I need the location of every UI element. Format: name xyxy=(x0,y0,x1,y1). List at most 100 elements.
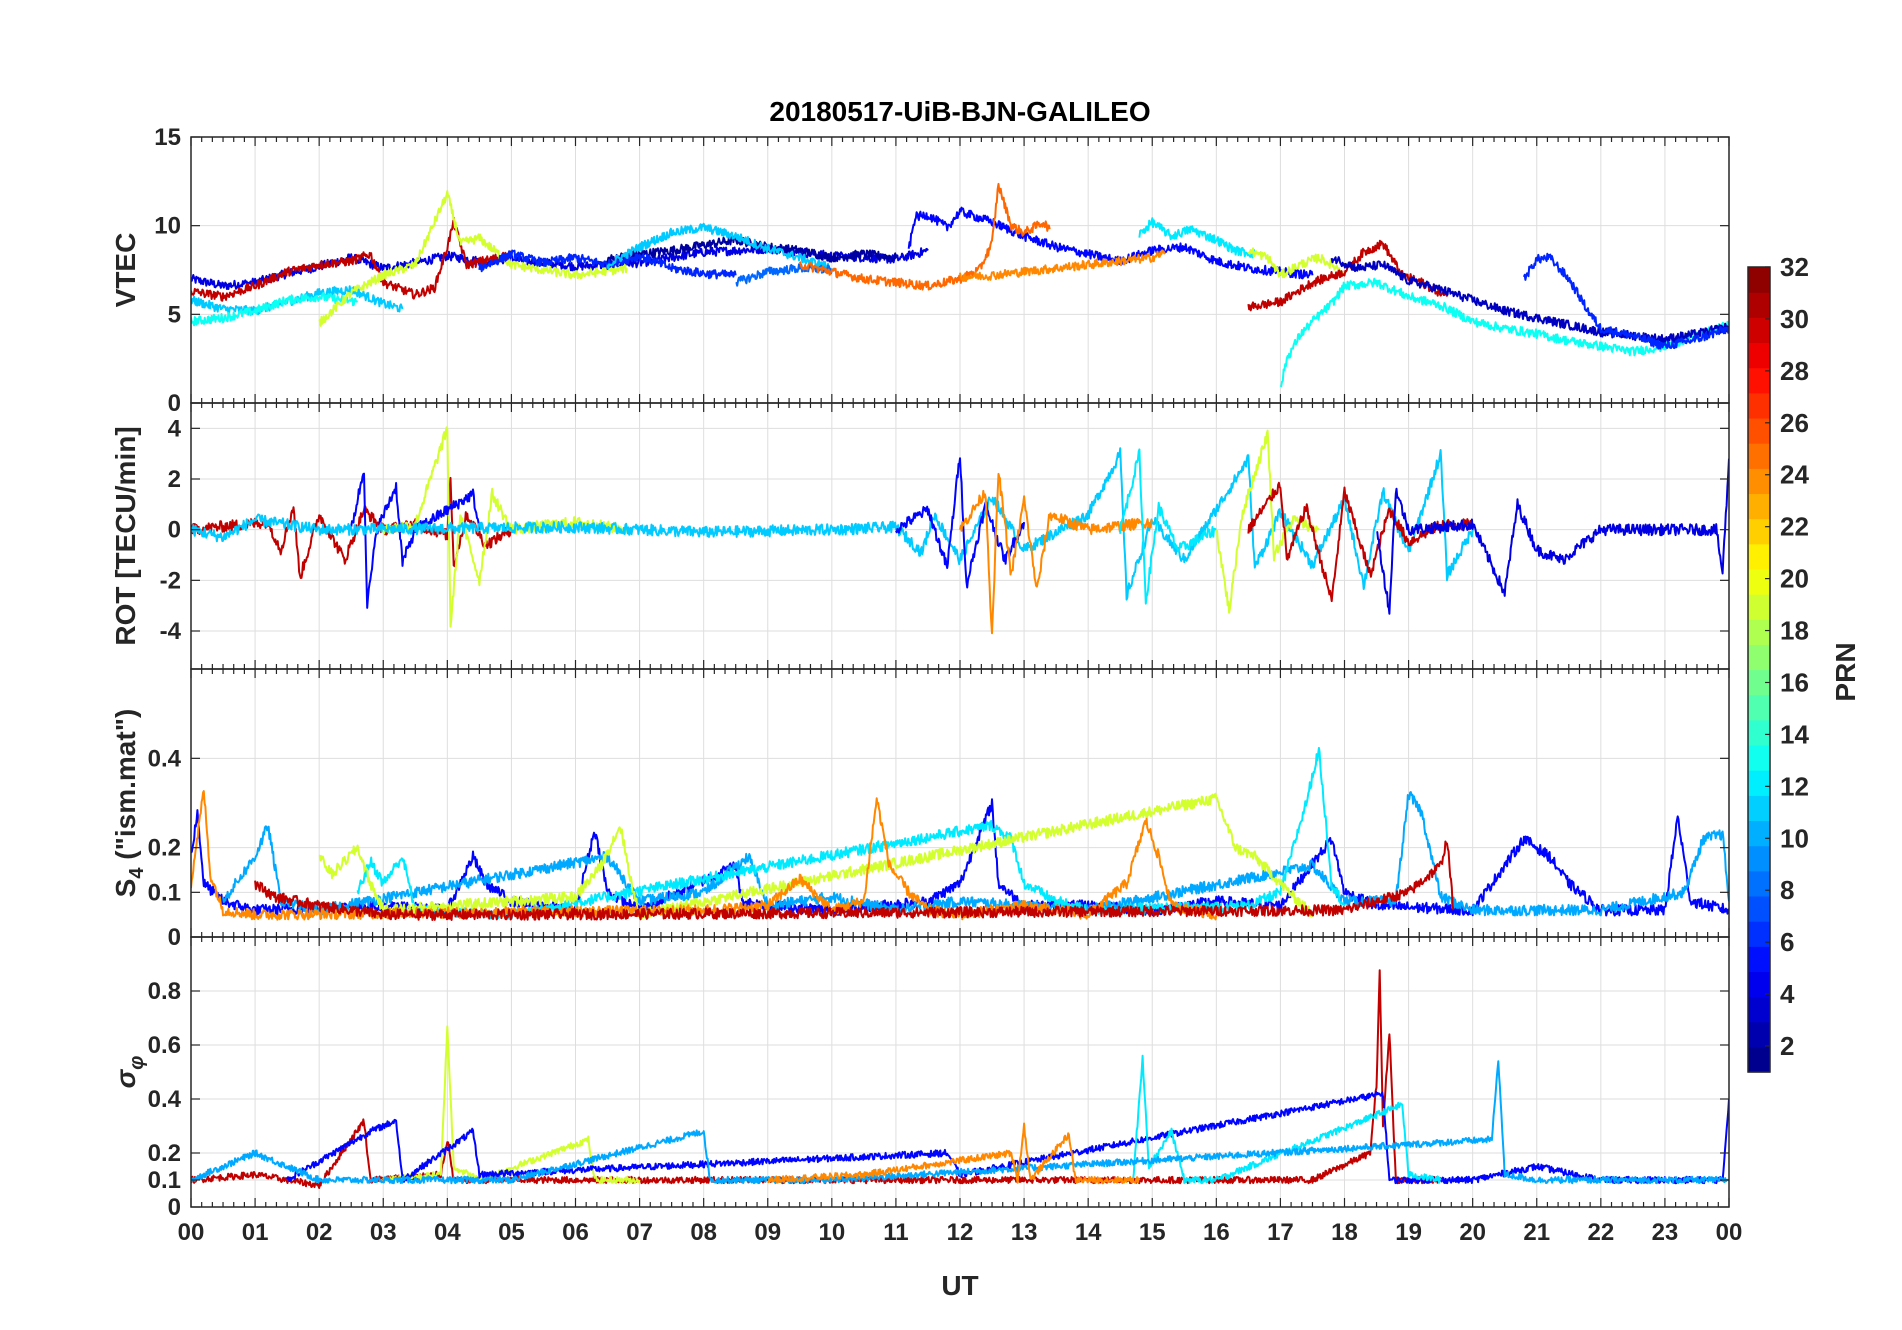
colorbar-segment xyxy=(1748,543,1770,570)
colorbar-label: PRN xyxy=(1830,642,1861,701)
series-vtec-prn-11 xyxy=(191,285,404,316)
y-tick-label: 0.2 xyxy=(148,1140,181,1167)
panel-rot: -4 -2 0 2 4 ROT [TECU/min] xyxy=(110,402,1730,670)
colorbar-segment xyxy=(1748,417,1770,444)
y-tick-labels-s4: 0 0.1 0.2 0.4 xyxy=(148,745,1729,951)
y-tick-label: 0.4 xyxy=(148,1086,182,1113)
colorbar-segment xyxy=(1748,367,1770,394)
colorbar-tick-label: 16 xyxy=(1780,667,1809,697)
colorbar-tick-label: 20 xyxy=(1780,564,1809,594)
colorbar-tick-label: 18 xyxy=(1780,616,1809,646)
x-tick-label: 16 xyxy=(1203,1219,1230,1246)
y-axis-title-rot: ROT [TECU/min] xyxy=(110,426,141,645)
colorbar-segment xyxy=(1748,443,1770,469)
colorbar-tick-label: 32 xyxy=(1780,252,1809,282)
series-s4-prn-30 xyxy=(254,840,1455,921)
colorbar-segment xyxy=(1748,342,1770,369)
x-ticks-vtec xyxy=(190,137,1730,403)
colorbar-tick-label: 22 xyxy=(1780,512,1809,542)
y-tick-label: 5 xyxy=(168,301,181,328)
y-tick-label: 0 xyxy=(168,1194,181,1221)
y-tick-label: 0.1 xyxy=(148,1167,181,1194)
y-tick-label: 0 xyxy=(168,517,181,544)
series-sigma-prn-19 xyxy=(382,1025,641,1185)
traces-sigma xyxy=(191,969,1729,1189)
x-tick-label: 11 xyxy=(883,1219,908,1246)
x-tick-label: 00 xyxy=(1716,1219,1743,1246)
y-tick-label: 10 xyxy=(154,213,181,240)
colorbar-segment xyxy=(1748,921,1770,947)
x-tick-label: 05 xyxy=(498,1219,525,1246)
colorbar-segment xyxy=(1748,895,1770,922)
colorbar-frame xyxy=(1747,266,1771,1073)
x-ticks-sigma xyxy=(190,937,1730,1207)
colorbar-segment xyxy=(1748,568,1770,595)
series-s4-prn-10 xyxy=(222,791,1729,917)
x-tick-label: 14 xyxy=(1075,1219,1102,1246)
colorbar-segment xyxy=(1748,971,1770,998)
x-tick-label: 02 xyxy=(306,1219,333,1246)
colorbar-tick-label: 26 xyxy=(1780,408,1809,438)
colorbar-segment xyxy=(1748,770,1770,796)
colorbar-tick-label: 6 xyxy=(1780,927,1794,957)
x-tick-labels: 00 01 02 03 04 05 06 07 08 09 10 11 12 13 14 15 16 17 18 19… xyxy=(178,1219,1743,1246)
y-tick-label: 0.6 xyxy=(148,1032,181,1059)
series-vtec-prn-13 xyxy=(191,292,359,327)
series-rot-prn-11 xyxy=(191,447,1474,601)
colorbar-segment xyxy=(1748,1046,1770,1073)
colorbar-tick-label: 2 xyxy=(1780,1031,1794,1061)
colorbar-tick-label: 12 xyxy=(1780,771,1809,801)
x-tick-label: 21 xyxy=(1523,1219,1550,1246)
x-tick-label: 18 xyxy=(1331,1219,1358,1246)
series-sigma-prn-10 xyxy=(191,1060,1729,1185)
x-tick-label: 19 xyxy=(1395,1219,1422,1246)
series-rot-prn-5 xyxy=(895,457,1026,589)
series-vtec-prn-25 xyxy=(798,182,1051,291)
series-vtec-prn-12 xyxy=(1138,217,1256,259)
colorbar-segment xyxy=(1748,870,1770,897)
colorbar-segment xyxy=(1748,719,1770,746)
y-tick-label: 0 xyxy=(168,924,181,951)
colorbar-tick-label: 28 xyxy=(1780,356,1809,386)
colorbar-segment xyxy=(1748,996,1770,1023)
x-tick-label: 03 xyxy=(370,1219,397,1246)
series-vtec-prn-13 xyxy=(1279,277,1729,388)
x-axis-title: UT xyxy=(941,1270,978,1301)
colorbar-segment xyxy=(1748,267,1770,293)
y-tick-label: 0.8 xyxy=(148,978,181,1005)
colorbar-segment xyxy=(1748,845,1770,872)
series-vtec-prn-6 xyxy=(1522,252,1729,350)
colorbar-segment xyxy=(1748,795,1770,822)
y-tick-label: -2 xyxy=(160,567,181,594)
x-tick-label: 04 xyxy=(434,1219,461,1246)
x-tick-label: 17 xyxy=(1267,1219,1294,1246)
y-tick-labels-rot: -4 -2 0 2 4 xyxy=(160,415,1729,645)
x-tick-label: 23 xyxy=(1652,1219,1679,1246)
colorbar-tick-label: 4 xyxy=(1780,979,1795,1009)
colorbar-tick-label: 10 xyxy=(1780,823,1809,853)
x-tick-label: 10 xyxy=(818,1219,845,1246)
colorbar-segment xyxy=(1748,694,1770,721)
series-vtec-prn-2 xyxy=(606,235,897,264)
colorbar-segment xyxy=(1748,518,1770,545)
traces-vtec xyxy=(191,182,1729,388)
traces-rot xyxy=(191,426,1729,635)
colorbar-tick-label: 14 xyxy=(1780,719,1809,749)
colorbar-segment xyxy=(1748,744,1770,771)
series-vtec-prn-19 xyxy=(1247,247,1345,279)
series-vtec-prn-3 xyxy=(1330,256,1729,345)
y-tick-label: 2 xyxy=(168,466,181,493)
colorbar-segment xyxy=(1748,669,1770,696)
panel-vtec: 0 5 10 15 VTEC xyxy=(110,124,1730,417)
colorbar-segment xyxy=(1748,946,1770,972)
y-axis-title-s4: S4 ("ism.mat") xyxy=(110,709,148,898)
colorbar-segment xyxy=(1748,1021,1770,1048)
colorbar-segment xyxy=(1748,644,1770,671)
x-tick-label: 00 xyxy=(178,1219,205,1246)
series-sigma-prn-24 xyxy=(766,1122,1141,1185)
colorbar-segment xyxy=(1748,619,1770,645)
